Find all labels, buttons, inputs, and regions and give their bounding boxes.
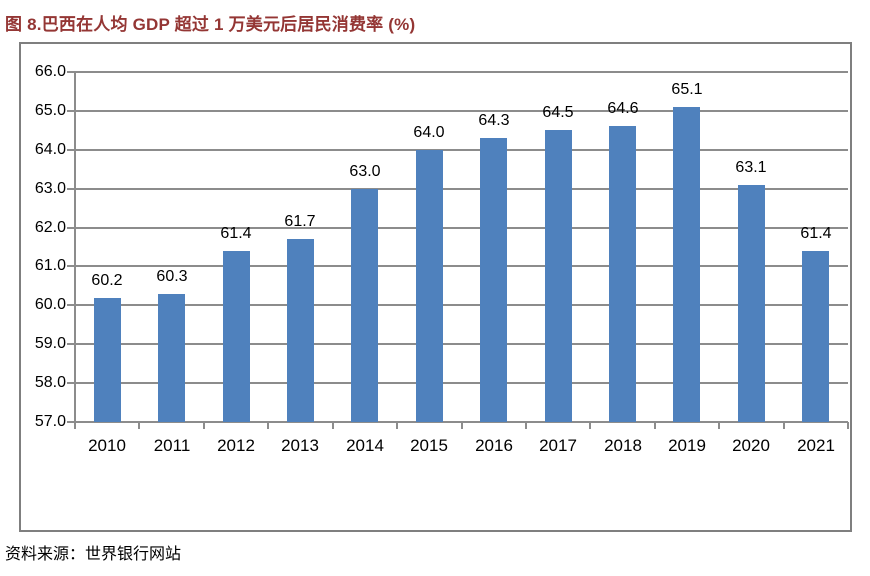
x-axis-label: 2012 <box>217 436 255 455</box>
x-tick-mark <box>718 422 721 429</box>
x-tick-mark <box>460 422 463 429</box>
y-axis-label: 65.0 <box>34 101 66 119</box>
bar-value-label: 63.0 <box>349 162 381 180</box>
bar-2016 <box>480 138 507 422</box>
y-tick-mark <box>67 265 75 268</box>
x-axis-label: 2011 <box>153 436 191 455</box>
x-axis-label: 2018 <box>604 436 642 455</box>
bar-2011 <box>158 293 185 422</box>
bar-2021 <box>802 250 829 422</box>
x-tick-mark <box>331 422 334 429</box>
y-tick-mark <box>67 109 75 112</box>
x-axis-label: 2019 <box>668 436 706 455</box>
y-tick-mark <box>67 382 75 385</box>
gridline <box>75 304 848 307</box>
x-axis-label: 2015 <box>410 436 448 455</box>
x-tick-mark <box>74 422 76 429</box>
y-tick-mark <box>67 304 75 307</box>
y-tick-mark <box>67 71 75 73</box>
y-axis-label: 66.0 <box>34 63 66 80</box>
x-tick-mark <box>782 422 785 429</box>
bar-value-label: 61.4 <box>800 224 832 242</box>
source-note: 资料来源：世界银行网站 <box>5 546 182 563</box>
bar-2015 <box>416 149 443 422</box>
x-axis-label: 2010 <box>88 436 126 455</box>
bar-2013 <box>287 239 314 422</box>
bar-value-label: 61.4 <box>220 224 252 242</box>
y-axis-label: 63.0 <box>34 179 66 197</box>
bar-value-label: 60.3 <box>156 267 188 285</box>
x-tick-mark <box>267 422 270 429</box>
x-tick-mark <box>202 422 205 429</box>
y-axis-label: 57.0 <box>34 413 66 430</box>
x-axis-label: 2020 <box>732 436 770 455</box>
y-tick-mark <box>67 226 75 229</box>
x-tick-mark <box>396 422 399 429</box>
y-axis-label: 59.0 <box>34 335 66 353</box>
x-axis-label: 2017 <box>539 436 577 455</box>
y-tick-mark <box>67 343 75 346</box>
bar-value-label: 64.5 <box>542 104 574 122</box>
x-tick-mark <box>524 422 527 429</box>
x-tick-mark <box>138 422 141 429</box>
gridline <box>75 343 848 346</box>
y-axis-line <box>74 71 76 423</box>
y-axis-label: 60.0 <box>34 296 66 314</box>
y-tick-mark <box>67 421 75 423</box>
x-tick-mark <box>847 422 849 429</box>
gridline <box>75 148 848 151</box>
y-tick-mark <box>67 187 75 190</box>
bar-value-label: 65.1 <box>671 81 703 98</box>
bar-2017 <box>545 130 572 422</box>
x-tick-mark <box>589 422 592 429</box>
bar-2020 <box>738 184 765 422</box>
gridline <box>75 109 848 112</box>
x-axis-label: 2014 <box>346 436 384 455</box>
x-axis-label: 2013 <box>281 436 319 455</box>
y-axis-label: 58.0 <box>34 374 66 392</box>
bar-value-label: 63.1 <box>735 158 767 176</box>
bar-value-label: 64.0 <box>413 123 445 141</box>
gridline <box>75 382 848 385</box>
y-axis-label: 64.0 <box>34 140 66 158</box>
gridline <box>75 265 848 268</box>
y-axis-label: 62.0 <box>34 218 66 236</box>
bar-value-label: 60.2 <box>91 271 123 289</box>
bar-2014 <box>351 188 378 422</box>
bar-value-label: 64.3 <box>478 112 510 130</box>
x-axis-label: 2021 <box>797 436 835 455</box>
gridline <box>75 187 848 190</box>
bar-2010 <box>94 297 121 422</box>
y-axis-label: 61.0 <box>34 257 66 275</box>
bar-2012 <box>223 250 250 422</box>
bar-value-label: 61.7 <box>284 213 316 231</box>
x-tick-mark <box>653 422 656 429</box>
gridline <box>75 226 848 229</box>
figure-title: 图 8.巴西在人均 GDP 超过 1 万美元后居民消费率 (%) <box>5 15 416 34</box>
y-tick-mark <box>67 148 75 151</box>
x-axis-label: 2016 <box>475 436 513 455</box>
bar-value-label: 64.6 <box>607 100 639 118</box>
bar-2019 <box>673 107 700 422</box>
gridline <box>75 71 848 73</box>
bar-2018 <box>609 126 636 422</box>
